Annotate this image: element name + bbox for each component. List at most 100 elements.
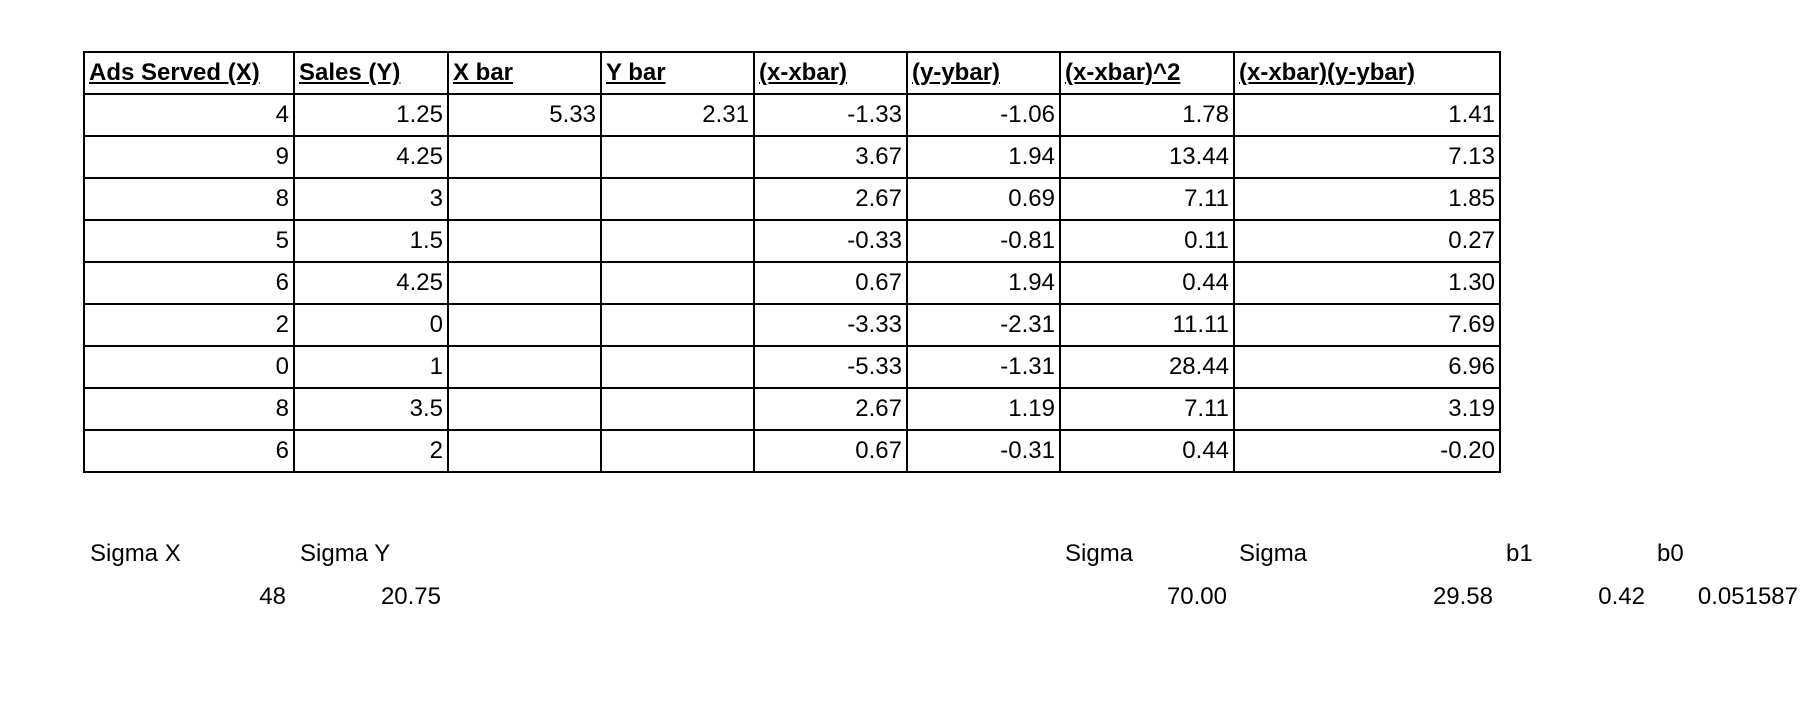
header-cell: Y bar xyxy=(600,51,755,95)
cell: 3 xyxy=(293,177,449,221)
cell xyxy=(600,261,755,305)
data-row: 5 1.5 -0.33 -0.81 0.11 0.27 xyxy=(83,219,1501,263)
cell: 7.69 xyxy=(1233,303,1501,347)
summary-value: 20.75 xyxy=(380,583,441,610)
cell xyxy=(447,135,602,179)
cell: 1.41 xyxy=(1233,93,1501,137)
summary-label: Sigma xyxy=(1239,540,1308,567)
summary-label: Sigma X xyxy=(90,540,181,567)
header-cell: (x-xbar)(y-ybar) xyxy=(1233,51,1501,95)
summary-label: b0 xyxy=(1657,540,1684,567)
header-cell: (x-xbar) xyxy=(753,51,908,95)
cell: -0.20 xyxy=(1233,429,1501,473)
cell: 1.85 xyxy=(1233,177,1501,221)
cell: 0.27 xyxy=(1233,219,1501,263)
cell: 7.11 xyxy=(1059,177,1235,221)
cell: 2 xyxy=(83,303,295,347)
data-row: 9 4.25 3.67 1.94 13.44 7.13 xyxy=(83,135,1501,179)
summary-label: Sigma Y xyxy=(300,540,391,567)
cell xyxy=(447,387,602,431)
cell: 4.25 xyxy=(293,261,449,305)
data-row: 4 1.25 5.33 2.31 -1.33 -1.06 1.78 1.41 xyxy=(83,93,1501,137)
cell: 1 xyxy=(293,345,449,389)
cell: 0.69 xyxy=(906,177,1061,221)
cell xyxy=(600,135,755,179)
cell: 5.33 xyxy=(447,93,602,137)
cell: 7.13 xyxy=(1233,135,1501,179)
data-row: 0 1 -5.33 -1.31 28.44 6.96 xyxy=(83,345,1501,389)
cell: -0.31 xyxy=(906,429,1061,473)
cell xyxy=(600,177,755,221)
cell: 4 xyxy=(83,93,295,137)
cell: 3.67 xyxy=(753,135,908,179)
cell: 11.11 xyxy=(1059,303,1235,347)
cell: 5 xyxy=(83,219,295,263)
cell xyxy=(447,303,602,347)
cell: 0 xyxy=(83,345,295,389)
cell: 1.78 xyxy=(1059,93,1235,137)
data-row: 2 0 -3.33 -2.31 11.11 7.69 xyxy=(83,303,1501,347)
summary-value: 0.42 xyxy=(1598,583,1645,610)
cell xyxy=(600,303,755,347)
cell: 3.19 xyxy=(1233,387,1501,431)
cell: -0.81 xyxy=(906,219,1061,263)
cell: -1.06 xyxy=(906,93,1061,137)
cell xyxy=(447,429,602,473)
cell: -5.33 xyxy=(753,345,908,389)
cell: 2 xyxy=(293,429,449,473)
cell: 0.44 xyxy=(1059,261,1235,305)
cell: 4.25 xyxy=(293,135,449,179)
cell xyxy=(600,219,755,263)
data-row: 6 4.25 0.67 1.94 0.44 1.30 xyxy=(83,261,1501,305)
cell: 6.96 xyxy=(1233,345,1501,389)
cell: 9 xyxy=(83,135,295,179)
cell: -2.31 xyxy=(906,303,1061,347)
cell xyxy=(447,345,602,389)
cell xyxy=(447,177,602,221)
cell: -0.33 xyxy=(753,219,908,263)
cell: 8 xyxy=(83,387,295,431)
summary-label: Sigma xyxy=(1065,540,1134,567)
cell: 2.67 xyxy=(753,387,908,431)
cell xyxy=(447,261,602,305)
cell: 2.31 xyxy=(600,93,755,137)
summary-value: 29.58 xyxy=(1432,583,1493,610)
cell: 1.30 xyxy=(1233,261,1501,305)
cell: 1.94 xyxy=(906,261,1061,305)
cell: 1.25 xyxy=(293,93,449,137)
cell: 0.67 xyxy=(753,429,908,473)
cell: 3.5 xyxy=(293,387,449,431)
cell xyxy=(600,345,755,389)
header-cell: Sales (Y) xyxy=(293,51,449,95)
cell: 13.44 xyxy=(1059,135,1235,179)
header-cell: Ads Served (X) xyxy=(83,51,295,95)
data-table: Ads Served (X) Sales (Y) X bar Y bar (x-xbar… xyxy=(83,51,1501,473)
data-row: 8 3 2.67 0.69 7.11 1.85 xyxy=(83,177,1501,221)
cell: 6 xyxy=(83,429,295,473)
cell: 0.11 xyxy=(1059,219,1235,263)
data-row: 8 3.5 2.67 1.19 7.11 3.19 xyxy=(83,387,1501,431)
cell: -1.33 xyxy=(753,93,908,137)
cell: -3.33 xyxy=(753,303,908,347)
cell: 0.67 xyxy=(753,261,908,305)
cell xyxy=(600,429,755,473)
summary-value: 48 xyxy=(259,583,286,610)
data-row: 6 2 0.67 -0.31 0.44 -0.20 xyxy=(83,429,1501,473)
cell: 6 xyxy=(83,261,295,305)
summary-label: b1 xyxy=(1506,540,1533,567)
cell xyxy=(447,219,602,263)
cell: 0.44 xyxy=(1059,429,1235,473)
header-cell: X bar xyxy=(447,51,602,95)
cell: -1.31 xyxy=(906,345,1061,389)
cell: 2.67 xyxy=(753,177,908,221)
cell xyxy=(600,387,755,431)
header-row: Ads Served (X) Sales (Y) X bar Y bar (x-xbar… xyxy=(83,51,1501,95)
cell: 8 xyxy=(83,177,295,221)
cell: 7.11 xyxy=(1059,387,1235,431)
cell: 1.94 xyxy=(906,135,1061,179)
cell: 1.5 xyxy=(293,219,449,263)
header-cell: (y-ybar) xyxy=(906,51,1061,95)
header-cell: (x-xbar)^2 xyxy=(1059,51,1235,95)
cell: 1.19 xyxy=(906,387,1061,431)
